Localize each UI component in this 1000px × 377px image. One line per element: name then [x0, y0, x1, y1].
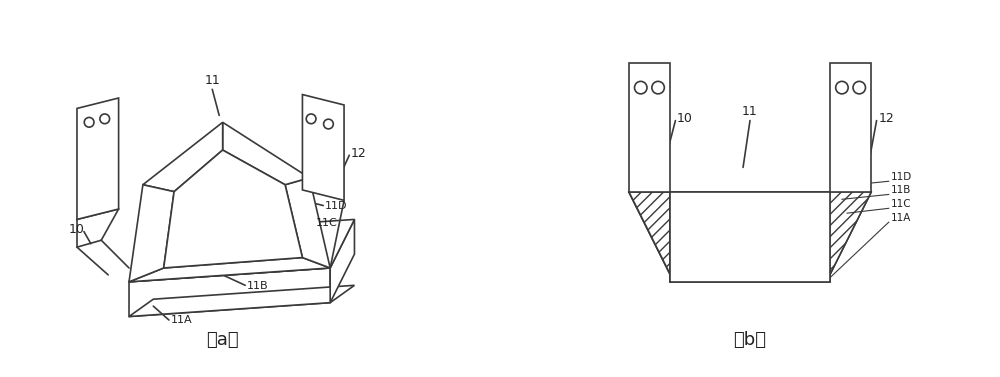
Text: （b）: （b）	[734, 331, 767, 349]
Text: 11C: 11C	[316, 218, 338, 228]
Polygon shape	[129, 185, 174, 282]
Polygon shape	[629, 63, 670, 192]
Text: 12: 12	[878, 112, 894, 125]
Polygon shape	[330, 219, 354, 303]
Text: 11D: 11D	[890, 172, 912, 182]
Text: 11B: 11B	[890, 185, 911, 195]
Polygon shape	[830, 63, 871, 192]
Text: 12: 12	[351, 147, 367, 160]
Text: （a）: （a）	[206, 331, 239, 349]
Text: 11A: 11A	[890, 213, 911, 223]
Text: 11C: 11C	[890, 199, 911, 209]
Polygon shape	[302, 95, 344, 200]
Polygon shape	[223, 122, 309, 185]
Text: 10: 10	[677, 112, 693, 125]
Polygon shape	[143, 122, 223, 192]
Polygon shape	[285, 178, 330, 268]
Polygon shape	[164, 150, 302, 268]
Text: 10: 10	[68, 223, 84, 236]
Polygon shape	[129, 268, 330, 317]
Polygon shape	[629, 192, 674, 282]
Text: 11A: 11A	[171, 316, 192, 325]
Polygon shape	[670, 192, 830, 282]
Text: 11B: 11B	[247, 281, 269, 291]
Text: 11D: 11D	[325, 201, 347, 211]
Polygon shape	[129, 257, 330, 282]
Polygon shape	[77, 98, 119, 219]
Text: 11: 11	[742, 105, 758, 118]
Text: 11: 11	[204, 74, 220, 87]
Polygon shape	[129, 219, 354, 282]
Polygon shape	[826, 192, 871, 282]
Polygon shape	[129, 285, 354, 317]
